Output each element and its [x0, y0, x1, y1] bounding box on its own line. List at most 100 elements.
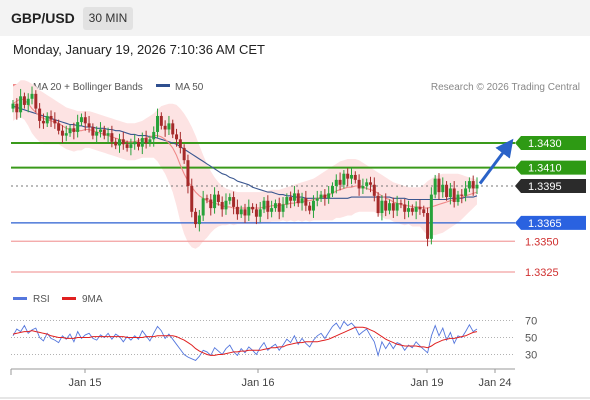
time-axis: Jan 15 Jan 16 Jan 19 Jan 24: [10, 369, 512, 389]
bollinger-bands: [13, 80, 477, 249]
candle-body: [361, 186, 365, 189]
timeframe-button[interactable]: 30 MIN: [83, 7, 133, 30]
candle-body: [273, 203, 277, 209]
rsi-panel: 70 50 30: [11, 316, 537, 362]
candle-body: [262, 200, 266, 210]
candle-body: [452, 188, 456, 202]
candle-body: [418, 206, 422, 210]
resistance-label-bg: [515, 136, 586, 150]
candle-body: [186, 160, 190, 186]
candle-body: [144, 138, 148, 143]
candle-body: [289, 197, 293, 201]
candle-body: [224, 200, 228, 210]
candle-body: [243, 209, 247, 216]
candle-body: [197, 215, 201, 225]
resistance-label: 1.3430: [528, 138, 562, 150]
candle-body: [319, 194, 323, 199]
rsi-tick-label: 50: [525, 333, 537, 345]
candle-body: [152, 131, 156, 140]
pivot-label-bg: [515, 215, 586, 230]
candle-body: [114, 141, 118, 146]
candle-body: [201, 198, 205, 216]
candle-body: [380, 200, 384, 214]
candle-body: [163, 125, 167, 130]
candle-body: [129, 144, 133, 148]
candle-body: [156, 115, 160, 132]
candle-body: [308, 205, 312, 211]
candle-body: [121, 139, 125, 145]
candle-body: [471, 181, 475, 189]
candle-body: [213, 194, 217, 209]
candle-body: [41, 120, 45, 124]
candle-body: [133, 141, 137, 145]
legend-swatch-ma50: [156, 84, 170, 87]
candle-body: [266, 200, 270, 212]
bollinger-band-area: [13, 80, 477, 249]
candle-body: [148, 139, 152, 143]
candle-body: [311, 200, 315, 211]
candle-body: [296, 193, 300, 204]
candle-body: [247, 206, 251, 216]
rsi-9ma-line: [12, 326, 478, 356]
candle-body: [19, 96, 23, 113]
candle-body: [159, 115, 163, 126]
candle-body: [327, 193, 331, 199]
candle-body: [95, 131, 99, 136]
last-label-bg: [515, 179, 586, 193]
legend-label-ma20: MA 20 + Bollinger Bands: [33, 82, 143, 93]
candle-body: [220, 201, 224, 210]
candle-body: [190, 186, 194, 212]
candle-body: [395, 203, 399, 211]
candle-body: [437, 178, 441, 193]
rsi-tick-label: 70: [525, 316, 537, 328]
candle-body: [106, 133, 110, 136]
candle-body: [330, 186, 334, 194]
candle-body: [300, 198, 304, 204]
candle-body: [353, 174, 357, 180]
candle-body: [342, 173, 346, 185]
header-bar: GBP/USD 30 MIN: [0, 0, 590, 36]
candle-body: [334, 179, 338, 186]
candle-body: [194, 211, 198, 225]
candle-body: [167, 123, 171, 130]
candle-body: [414, 206, 418, 212]
candle-body: [422, 209, 426, 214]
candle-body: [448, 188, 452, 198]
candle-body: [22, 96, 26, 105]
legend-label-9ma: 9MA: [82, 294, 103, 305]
candle-body: [410, 208, 414, 212]
candle-body: [369, 182, 373, 185]
candle-body: [357, 179, 361, 189]
candle-body: [372, 184, 376, 196]
legend-swatch-9ma: [62, 297, 76, 300]
support-label: 1.3325: [525, 267, 559, 279]
candle-body: [292, 193, 296, 201]
trend-arrow-line: [478, 138, 514, 185]
rsi-line: [12, 320, 478, 361]
candle-body: [102, 129, 106, 136]
candle-body: [64, 133, 68, 136]
candle-body: [175, 134, 179, 140]
candle-body: [83, 117, 87, 124]
time-tick-label: Jan 19: [410, 377, 443, 389]
candle-body: [467, 181, 471, 189]
candle-body: [388, 203, 392, 211]
legend-label-rsi: RSI: [33, 294, 50, 305]
symbol-title: GBP/USD: [11, 10, 75, 26]
chart-datetime: Monday, January 19, 2026 7:10:36 AM CET: [13, 42, 265, 57]
candle-body: [216, 194, 220, 202]
candle-body: [426, 213, 430, 239]
candle-body: [45, 115, 49, 124]
candle-body: [72, 128, 76, 132]
candle-body: [456, 194, 460, 202]
candle-body: [11, 103, 15, 109]
candle-body: [429, 194, 433, 239]
candle-body: [239, 209, 243, 215]
candle-body: [391, 203, 395, 211]
candle-body: [304, 198, 308, 206]
level-labels: 1.3430 1.3410 1.3395 1.3365 1.3350 1.3325: [515, 136, 586, 279]
time-tick-label: Jan 16: [241, 377, 274, 389]
candle-body: [407, 208, 411, 212]
candle-body: [281, 204, 285, 212]
candlesticks: [11, 86, 479, 247]
